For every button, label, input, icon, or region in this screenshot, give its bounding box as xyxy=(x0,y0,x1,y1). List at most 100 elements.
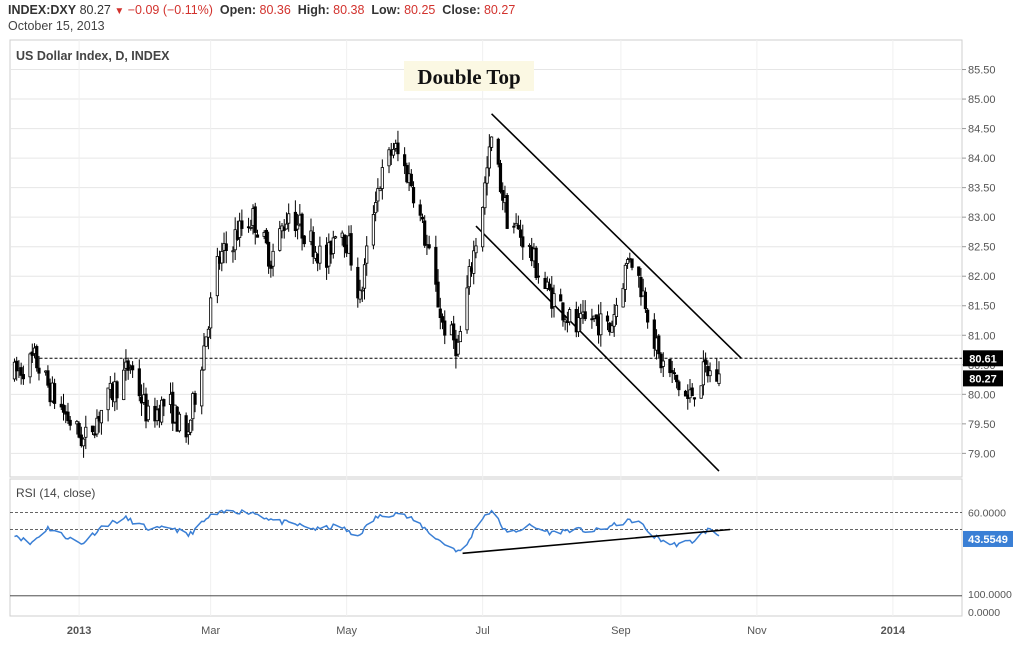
price-tick-label: 82.00 xyxy=(968,271,996,283)
candle xyxy=(472,240,476,285)
candle-body xyxy=(561,302,565,321)
candle xyxy=(623,262,627,303)
candle-body xyxy=(162,399,166,407)
candle xyxy=(191,391,195,431)
candle-body xyxy=(643,291,648,310)
candle-body xyxy=(68,419,72,426)
candle xyxy=(568,307,572,326)
candle xyxy=(177,411,182,433)
candle xyxy=(360,286,364,302)
candle xyxy=(95,409,99,438)
candle-body xyxy=(559,294,563,302)
candle xyxy=(311,226,315,264)
candle-body xyxy=(122,369,126,401)
candle-body xyxy=(66,411,70,422)
candle xyxy=(701,350,705,396)
candle-body xyxy=(614,304,619,318)
candle xyxy=(396,130,400,162)
candle-body xyxy=(188,419,193,433)
candle xyxy=(238,212,242,247)
candlesticks xyxy=(12,130,721,458)
candle xyxy=(639,268,643,306)
price-change: −0.09 (−0.11%) xyxy=(127,3,213,17)
candle-body xyxy=(692,397,697,400)
candle xyxy=(126,357,130,380)
rsi-badge-label: 43.5549 xyxy=(968,534,1008,546)
candle xyxy=(518,219,523,247)
candle-body xyxy=(583,311,587,320)
candle-body xyxy=(220,251,224,264)
price-tick-label: 84.00 xyxy=(968,153,996,165)
candle-body xyxy=(77,423,81,438)
candle xyxy=(489,136,494,152)
candle-body xyxy=(46,370,50,386)
symbol-label: INDEX:DXY xyxy=(8,3,77,17)
candle-body xyxy=(527,244,532,247)
price-tick-label: 79.00 xyxy=(968,448,996,460)
rsi-tick-label: 0.0000 xyxy=(968,607,1000,619)
candle-body xyxy=(552,293,556,307)
candle xyxy=(440,313,445,330)
candle-body xyxy=(255,234,260,238)
low-label: Low: xyxy=(371,3,401,17)
candle xyxy=(496,137,500,168)
candle-body xyxy=(568,309,572,323)
candle-body xyxy=(505,195,509,229)
candle-body xyxy=(514,223,518,226)
candle xyxy=(420,213,425,224)
candle-body xyxy=(391,148,396,156)
high-label: High: xyxy=(297,3,330,17)
candle xyxy=(184,412,188,443)
candle xyxy=(661,352,665,377)
candle-body xyxy=(342,234,347,248)
candle-body xyxy=(365,245,369,264)
candle-body xyxy=(396,142,400,155)
candle xyxy=(46,365,50,388)
time-tick-label: 2014 xyxy=(881,625,906,637)
candle-body xyxy=(434,246,438,285)
candle-body xyxy=(318,245,322,264)
candle xyxy=(99,409,104,435)
candle-body xyxy=(411,187,416,204)
candle xyxy=(411,181,416,208)
candle xyxy=(438,297,442,330)
candle-body xyxy=(300,213,304,239)
rsi-series-line xyxy=(14,508,720,553)
candle xyxy=(204,336,208,347)
candle-body xyxy=(28,353,32,378)
candle xyxy=(35,344,39,372)
candle xyxy=(434,235,438,292)
candle xyxy=(652,313,656,357)
candle xyxy=(670,360,674,383)
candle xyxy=(90,425,95,436)
candle-body xyxy=(278,228,282,251)
candle-body xyxy=(646,309,650,323)
candle xyxy=(77,421,81,439)
candle-body xyxy=(249,227,253,229)
price-tick-label: 79.50 xyxy=(968,419,996,431)
price-badge-bg xyxy=(963,370,1003,387)
candle xyxy=(717,361,721,387)
price-badge-label: 80.61 xyxy=(969,353,997,365)
candle-body xyxy=(472,250,476,274)
candle-body xyxy=(485,167,489,184)
close-label: Close: xyxy=(442,3,481,17)
candle xyxy=(349,225,353,271)
candle xyxy=(131,361,135,378)
candle xyxy=(521,224,525,260)
price-tick-label: 83.00 xyxy=(968,212,996,224)
candle xyxy=(267,231,271,274)
candle xyxy=(483,176,487,215)
price-tick-label: 80.00 xyxy=(968,389,996,401)
chart-header-quote: INDEX:DXY 80.27 ▼ −0.09 (−0.11%) Open: 8… xyxy=(8,3,515,17)
candle-body xyxy=(15,360,19,372)
candle xyxy=(614,297,619,325)
candle-body xyxy=(81,438,86,447)
time-tick-label: Nov xyxy=(747,625,767,637)
time-tick-label: May xyxy=(336,625,357,637)
axes: 85.50 85.00 84.50 84.00 83.50 83.00 82.50 82.00… xyxy=(67,65,1013,637)
candle xyxy=(271,243,275,277)
candle-body xyxy=(487,146,491,169)
candle xyxy=(657,333,661,359)
